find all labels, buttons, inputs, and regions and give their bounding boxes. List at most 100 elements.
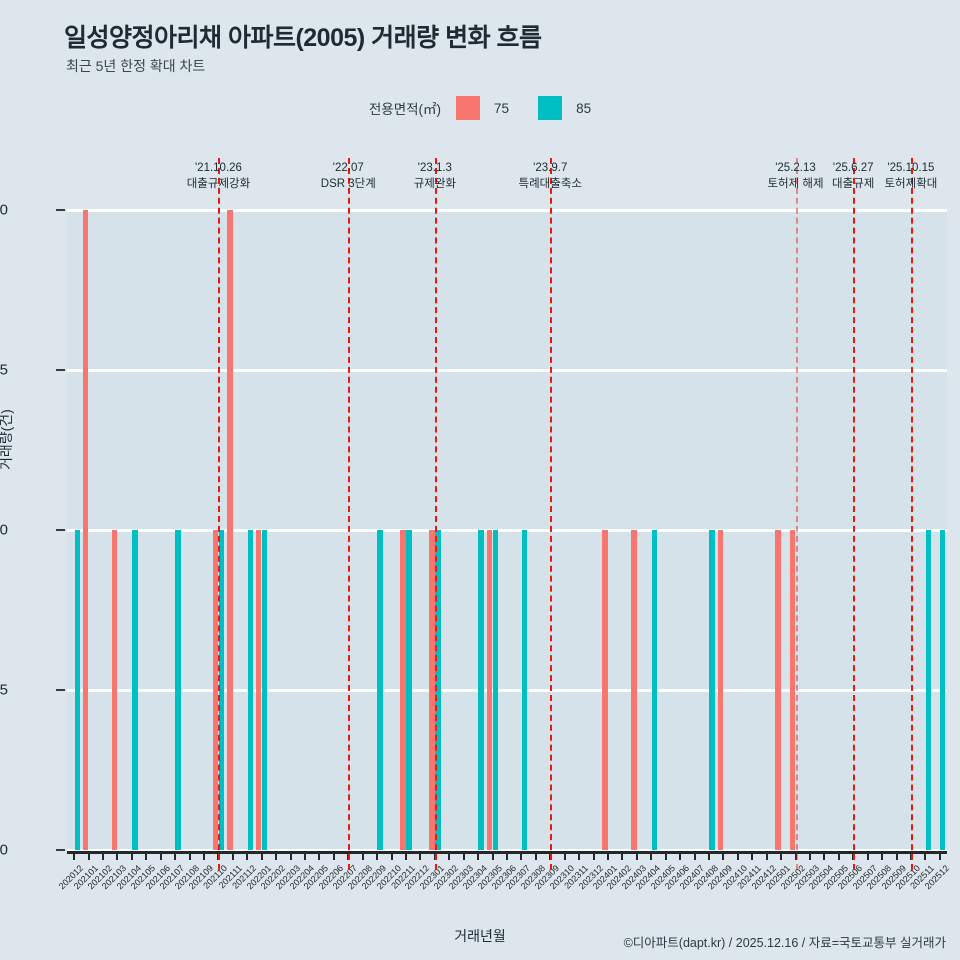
bar	[925, 530, 932, 850]
gridline	[67, 208, 947, 212]
page-subtitle: 최근 5년 한정 확대 차트	[66, 58, 206, 74]
x-tick-mark	[318, 851, 321, 860]
annotation-date: '23.9.7	[533, 162, 568, 174]
x-tick-mark	[332, 851, 335, 860]
x-tick-mark	[938, 851, 941, 860]
legend-title: 전용면적(㎡)	[368, 102, 442, 117]
bar	[486, 530, 493, 850]
x-tick-mark	[592, 851, 595, 860]
annotation-label: '25.10.15 토허제확대	[841, 160, 960, 192]
y-tick-label: 1.0	[0, 521, 8, 539]
bar	[940, 530, 946, 850]
x-tick-mark	[448, 851, 451, 860]
x-tick-mark	[866, 851, 869, 860]
legend: 전용면적(㎡) 75 85	[0, 96, 960, 120]
annotation-line	[218, 158, 221, 870]
x-tick-mark	[188, 851, 191, 860]
bar	[602, 530, 608, 850]
bar	[789, 530, 796, 850]
y-tick-label: 1.5	[0, 361, 8, 379]
y-tick-mark	[56, 209, 65, 211]
x-tick-mark	[390, 851, 393, 860]
gridline	[67, 528, 947, 532]
annotation-text: 규제완화	[413, 178, 457, 190]
x-tick-mark	[203, 851, 206, 860]
legend-swatch-75	[456, 96, 481, 120]
annotation-date: '25.10.15	[887, 162, 935, 174]
bar	[212, 530, 219, 850]
annotation-text: 대출규제	[832, 178, 875, 190]
x-tick-mark	[419, 851, 422, 860]
bar	[429, 530, 435, 850]
legend-label-75: 75	[494, 100, 510, 116]
bar	[82, 210, 89, 850]
annotation-text: 토허제 해제	[767, 178, 824, 190]
gridline	[67, 848, 947, 852]
annotation-text: 토허제확대	[884, 178, 938, 190]
x-tick-mark	[578, 851, 581, 860]
annotation-label: '21.10.26 대출규제강화	[148, 160, 288, 192]
x-tick-mark	[621, 851, 624, 860]
annotation-label: '23.9.7 특례대출축소	[480, 160, 620, 192]
bar	[377, 530, 383, 850]
annotation-label: '23.1.3 규제완화	[365, 160, 505, 192]
x-tick-mark	[520, 851, 523, 860]
x-tick-mark	[765, 851, 768, 860]
bar	[521, 530, 528, 850]
y-tick-mark	[56, 529, 65, 531]
x-tick-mark	[361, 851, 364, 860]
x-tick-mark	[145, 851, 148, 860]
legend-swatch-85	[538, 96, 563, 120]
x-tick-mark	[376, 851, 379, 860]
bar	[492, 530, 499, 850]
bar	[631, 530, 637, 850]
annotation-text: 특례대출축소	[518, 178, 582, 190]
bar	[175, 530, 181, 850]
y-tick-label: 0.5	[0, 681, 8, 699]
bar	[651, 530, 657, 850]
annotation-date: '25.6.27	[832, 162, 874, 174]
x-tick-mark	[780, 851, 783, 860]
bar	[132, 530, 138, 850]
x-tick-mark	[260, 851, 263, 860]
x-tick-mark	[246, 851, 249, 860]
annotation-line	[853, 158, 856, 870]
bar	[775, 530, 781, 850]
x-tick-mark	[87, 851, 90, 860]
x-tick-mark	[881, 851, 884, 860]
x-tick-mark	[477, 851, 480, 860]
annotation-line	[434, 158, 437, 870]
x-tick-mark	[895, 851, 898, 860]
bar	[111, 530, 118, 850]
annotation-line	[795, 158, 798, 870]
x-tick-mark	[102, 851, 105, 860]
x-tick-mark	[275, 851, 278, 860]
gridline	[67, 688, 947, 692]
annotation-date: '21.10.26	[194, 162, 242, 174]
x-tick-mark	[174, 851, 177, 860]
x-tick-mark	[289, 851, 292, 860]
bar	[709, 530, 715, 850]
x-tick-mark	[231, 851, 234, 860]
bar	[227, 210, 233, 850]
y-axis-title: 거래량(건)	[0, 409, 14, 470]
x-tick-mark	[159, 851, 162, 860]
annotation-line	[348, 158, 351, 870]
x-tick-mark	[679, 851, 682, 860]
x-tick-mark	[73, 851, 76, 860]
x-tick-mark	[130, 851, 133, 860]
x-tick-mark	[491, 851, 494, 860]
bar	[478, 530, 484, 850]
x-tick-mark	[722, 851, 725, 860]
annotation-date: '22.07	[332, 162, 364, 174]
bar	[435, 530, 441, 850]
y-tick-mark	[56, 689, 65, 691]
y-tick-mark	[56, 849, 65, 851]
x-tick-mark	[116, 851, 119, 860]
bar	[218, 530, 225, 850]
bar	[717, 530, 724, 850]
x-tick-mark	[534, 851, 537, 860]
x-tick-mark	[462, 851, 465, 860]
x-tick-mark	[563, 851, 566, 860]
